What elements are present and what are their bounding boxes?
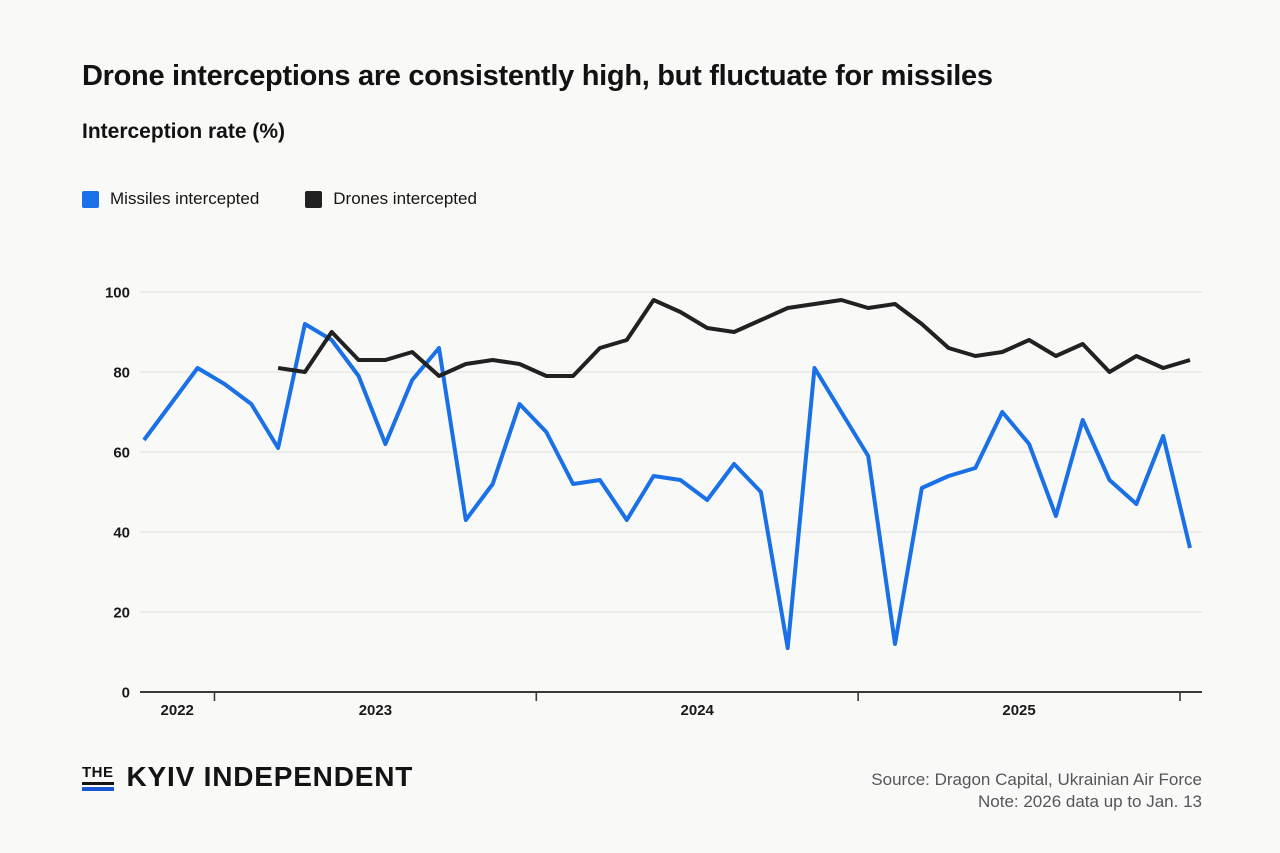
chart-area: 0 20 40 60 80 100 2022 2023 2024 2025: [0, 270, 1280, 730]
y-tick-label: 100: [105, 285, 130, 302]
y-tick-label: 60: [113, 445, 130, 462]
y-tick-label: 20: [113, 605, 130, 622]
y-tick-label: 80: [113, 365, 130, 382]
y-axis-labels: 0 20 40 60 80 100: [105, 285, 130, 702]
x-tick-label: 2022: [161, 702, 194, 719]
missiles-line: [142, 322, 1192, 650]
x-tick-label: 2024: [681, 702, 715, 719]
chart-legend: Missiles intercepted Drones intercepted: [82, 189, 477, 209]
chart-title: Drone interceptions are consistently hig…: [82, 60, 993, 92]
drones-legend-swatch: [305, 190, 323, 208]
logo-main-text: KYIV INDEPENDENT: [126, 761, 414, 792]
y-tick-label: 0: [122, 685, 130, 702]
x-tick-label: 2025: [1002, 702, 1035, 719]
logo-blue-underline: [82, 787, 114, 791]
chart-subtitle: Interception rate (%): [82, 120, 286, 143]
kyiv-independent-logo: THE KYIV INDEPENDENT: [82, 762, 413, 792]
note-line: Note: 2026 data up to Jan. 13: [977, 791, 1202, 811]
source-line: Source: Dragon Capital, Ukrainian Air Fo…: [871, 770, 1202, 789]
logo-the-text: THE: [82, 765, 114, 785]
drones-legend-label: Drones intercepted: [333, 189, 477, 208]
logo-the-block: THE: [82, 765, 114, 791]
legend-item-missiles: Missiles intercepted: [82, 189, 259, 209]
interception-chart: 0 20 40 60 80 100 2022 2023 2024 2025: [105, 285, 1202, 719]
drones-line: [277, 298, 1191, 378]
x-axis: 2022 2023 2024 2025: [161, 693, 1181, 719]
gridlines: [140, 291, 1202, 693]
missiles-legend-swatch: [82, 190, 99, 208]
legend-item-drones: Drones intercepted: [305, 189, 477, 209]
missiles-legend-label: Missiles intercepted: [110, 189, 260, 208]
x-tick-label: 2023: [359, 702, 392, 719]
source-note-block: Source: Dragon Capital, Ukrainian Air Fo…: [871, 769, 1202, 812]
y-tick-label: 40: [113, 525, 130, 542]
